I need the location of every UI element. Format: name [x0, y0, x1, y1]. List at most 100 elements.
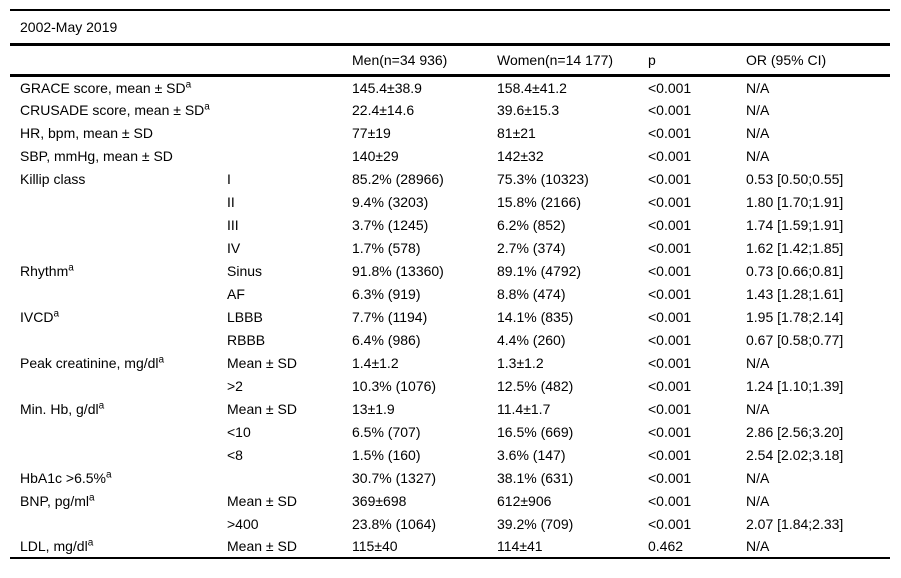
- cell-variable: Rhythma: [10, 259, 227, 282]
- cell-women: 114±41: [497, 538, 543, 554]
- footnote-marker: a: [158, 353, 165, 365]
- cell-variable: [10, 190, 227, 213]
- cell-men: 13±1.9: [352, 400, 395, 417]
- cell-men: 91.8% (13360): [352, 262, 444, 279]
- cell-men: 3.7% (1245): [352, 216, 429, 233]
- cell-category: >400: [227, 515, 259, 532]
- col-header-or: OR (95% CI): [746, 44, 891, 77]
- cell-variable: Min. Hb, g/dla: [10, 397, 227, 420]
- cell-category: [227, 75, 352, 98]
- table-body: GRACE score, mean ± SDa 145.4±38.9 158.4±4…: [10, 75, 890, 558]
- cell-women: 11.4±1.7: [497, 400, 551, 417]
- cell-category: RBBB: [227, 331, 266, 348]
- cell-or: N/A: [746, 124, 770, 141]
- cell-category: IV: [227, 239, 241, 256]
- cell-category: >2: [227, 377, 243, 394]
- cell-p: <0.001: [648, 469, 692, 486]
- cell-category: [227, 466, 352, 489]
- col-header-category: [227, 44, 352, 77]
- col-header-women: Women(n=14 177): [497, 44, 648, 77]
- footnote-marker: a: [106, 468, 112, 480]
- cell-men: 6.3% (919): [352, 285, 421, 302]
- cell-p: <0.001: [648, 400, 692, 417]
- table-title: 2002-May 2019: [10, 9, 891, 46]
- table-row: LDL, mg/dla Mean ± SD 115±40 114±41 0.462 N/A: [10, 535, 890, 558]
- cell-women: 158.4±41.2: [497, 80, 567, 97]
- variable-label: SBP, mmHg, mean ± SD: [20, 147, 173, 164]
- cell-or: N/A: [746, 400, 770, 417]
- cell-or: 1.95 [1.78;2.14]: [746, 308, 844, 325]
- column-header-row: Men(n=34 936) Women(n=14 177) p OR (95% …: [10, 44, 891, 77]
- cell-men: 1.7% (578): [352, 239, 421, 256]
- cell-or: N/A: [746, 538, 770, 554]
- baseline-characteristics-table: 2002-May 2019 Men(n=34 936) Women(n=14 1…: [10, 9, 891, 559]
- cell-women: 3.6% (147): [497, 446, 566, 463]
- cell-men: 77±19: [352, 124, 391, 141]
- table-row: Peak creatinine, mg/dla Mean ± SD 1.4±1.2 1…: [10, 351, 890, 374]
- cell-or: 1.62 [1.42;1.85]: [746, 239, 844, 256]
- cell-men: 6.5% (707): [352, 423, 421, 440]
- cell-p: 0.462: [648, 538, 684, 554]
- footnote-marker: a: [204, 100, 210, 112]
- cell-variable: HbA1c >6.5%a: [10, 466, 227, 489]
- cell-p: <0.001: [648, 101, 692, 118]
- table-row: Min. Hb, g/dla Mean ± SD 13±1.9 11.4±1.7 <0.…: [10, 397, 890, 420]
- col-header-men: Men(n=34 936): [352, 44, 497, 77]
- cell-category: <10: [227, 423, 251, 440]
- table-row: Rhythma Sinus 91.8% (13360) 89.1% (4792) <0.…: [10, 259, 890, 282]
- cell-women: 81±21: [497, 124, 536, 141]
- cell-variable: [10, 328, 227, 351]
- cell-variable: [10, 420, 227, 443]
- cell-women: 39.2% (709): [497, 515, 574, 532]
- cell-variable: Peak creatinine, mg/dla: [10, 351, 227, 374]
- cell-variable: BNP, pg/mla: [10, 489, 227, 512]
- cell-category: <8: [227, 446, 243, 463]
- cell-or: 1.24 [1.10;1.39]: [746, 377, 844, 394]
- cell-variable: [10, 282, 227, 305]
- cell-men: 1.5% (160): [352, 446, 421, 463]
- cell-variable: HR, bpm, mean ± SD: [10, 121, 227, 144]
- cell-p: <0.001: [648, 124, 692, 141]
- cell-men: 85.2% (28966): [352, 170, 444, 187]
- cell-or: N/A: [746, 492, 770, 509]
- cell-men: 9.4% (3203): [352, 193, 429, 210]
- table-row: AF 6.3% (919) 8.8% (474) <0.001 1.43 [1.28;1…: [10, 282, 890, 305]
- table-row: <8 1.5% (160) 3.6% (147) <0.001 2.54 [2.02;3…: [10, 443, 890, 466]
- cell-variable: Killip class: [10, 167, 227, 190]
- cell-or: 0.53 [0.50;0.55]: [746, 170, 844, 187]
- cell-variable: LDL, mg/dla: [10, 535, 227, 558]
- cell-men: 7.7% (1194): [352, 308, 428, 325]
- cell-category: III: [227, 216, 239, 233]
- cell-variable: [10, 443, 227, 466]
- cell-p: <0.001: [648, 331, 692, 348]
- cell-category: [227, 144, 352, 167]
- footnote-marker: a: [87, 537, 94, 549]
- variable-label: Peak creatinine, mg/dl: [20, 354, 159, 371]
- footnote-marker: a: [68, 261, 74, 273]
- cell-men: 23.8% (1064): [352, 515, 437, 532]
- cell-men: 30.7% (1327): [352, 469, 437, 486]
- cell-p: <0.001: [648, 239, 692, 256]
- cell-or: 1.74 [1.59;1.91]: [746, 216, 844, 233]
- cell-p: <0.001: [648, 147, 692, 164]
- cell-women: 1.3±1.2: [497, 354, 544, 371]
- cell-p: <0.001: [648, 285, 692, 302]
- variable-label: Min. Hb, g/dl: [20, 400, 99, 417]
- cell-or: N/A: [746, 101, 770, 118]
- cell-p: <0.001: [648, 262, 692, 279]
- table-row: IVCDa LBBB 7.7% (1194) 14.1% (835) <0.001 1.9…: [10, 305, 890, 328]
- variable-label: GRACE score, mean ± SD: [20, 80, 186, 97]
- cell-or: 0.67 [0.58;0.77]: [746, 331, 844, 348]
- cell-men: 115±40: [352, 538, 398, 554]
- cell-or: 2.86 [2.56;3.20]: [746, 423, 844, 440]
- variable-label: Killip class: [20, 170, 86, 187]
- cell-category: LBBB: [227, 308, 263, 325]
- cell-p: <0.001: [648, 193, 692, 210]
- cell-men: 1.4±1.2: [352, 354, 399, 371]
- table-row: SBP, mmHg, mean ± SD 140±29 142±32 <0.001 N/…: [10, 144, 890, 167]
- cell-men: 6.4% (986): [352, 331, 421, 348]
- cell-category: II: [227, 193, 235, 210]
- cell-p: <0.001: [648, 308, 692, 325]
- cell-p: <0.001: [648, 492, 692, 509]
